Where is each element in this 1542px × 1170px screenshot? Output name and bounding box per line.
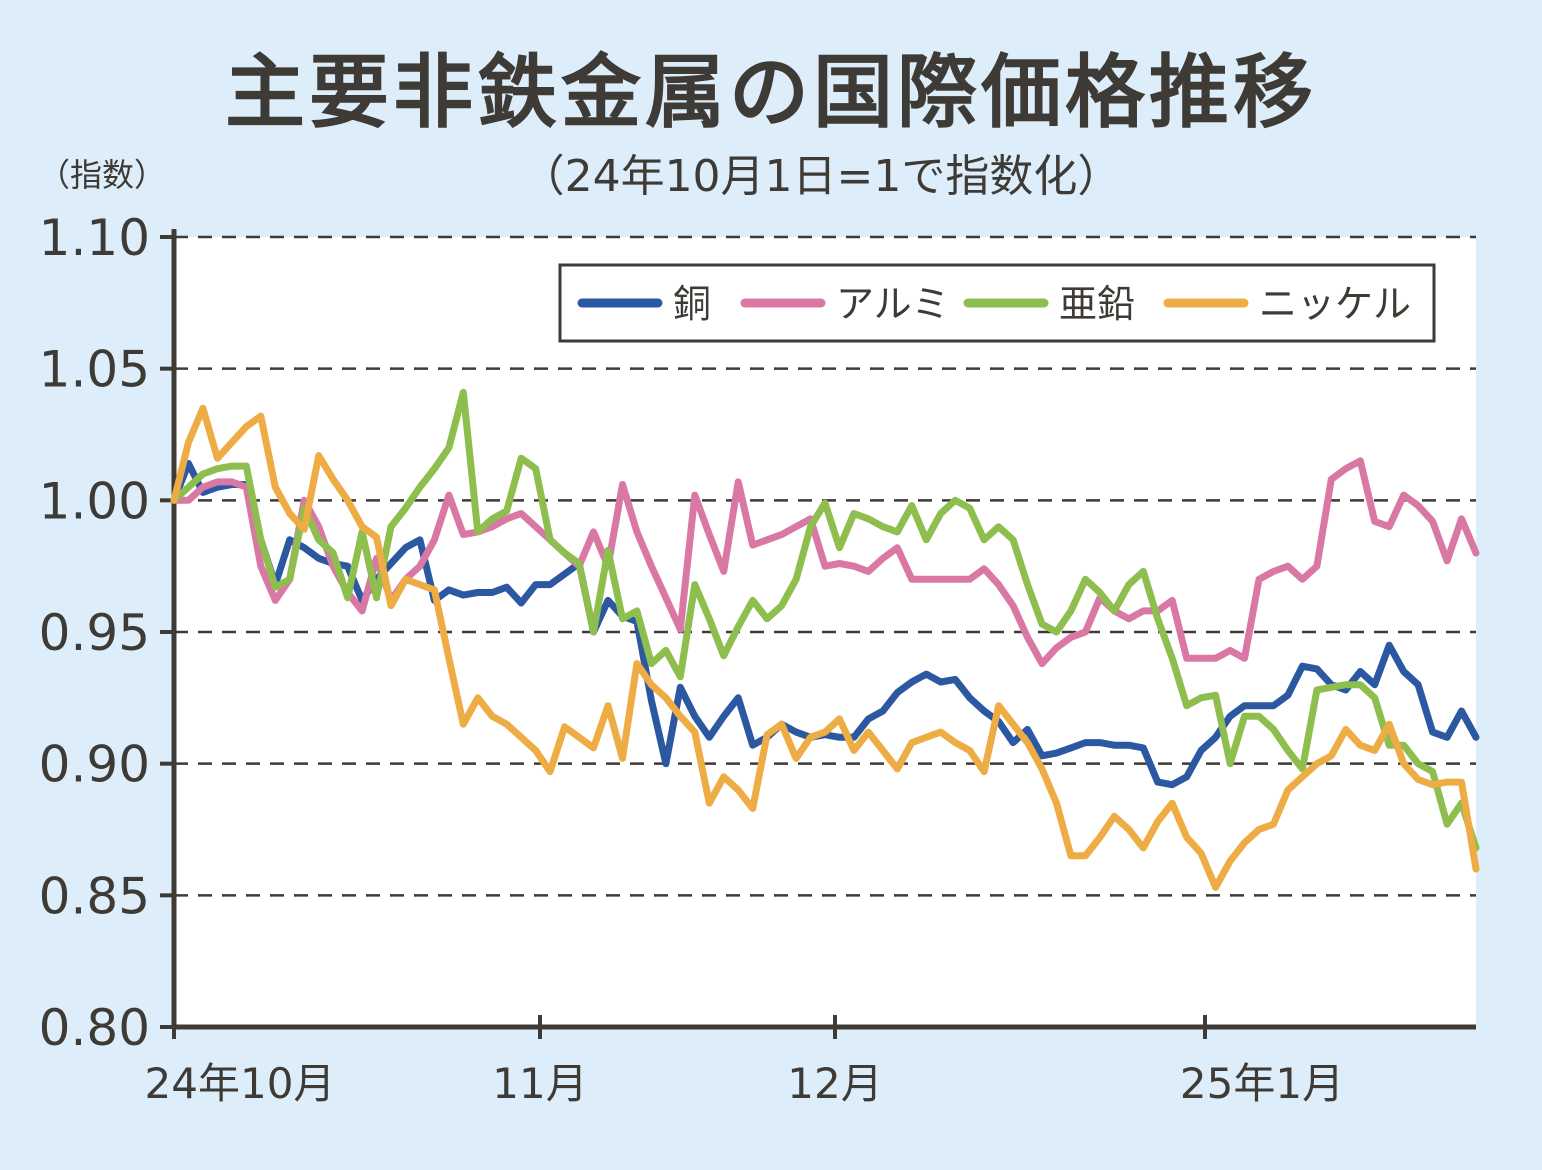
series-line-亜鉛	[170, 388, 1480, 852]
y-tick-label: 1.05	[39, 341, 150, 399]
x-tick-label: 11月	[492, 1059, 587, 1108]
x-tick-label: 24年10月	[145, 1059, 336, 1108]
legend-label: アルミ	[836, 282, 950, 326]
y-tick-label: 0.85	[39, 867, 150, 925]
x-tick-label: 25年1月	[1180, 1059, 1344, 1108]
y-tick-label: 1.00	[39, 472, 150, 530]
legend-label: 銅	[673, 282, 711, 326]
y-axis-unit-label: （指数）	[38, 156, 167, 194]
grid-lines	[174, 235, 1476, 897]
data-series	[170, 388, 1480, 891]
y-tick-label: 0.90	[39, 736, 150, 794]
x-tick-label: 12月	[787, 1059, 882, 1108]
series-line-ニッケル	[170, 404, 1480, 891]
legend-label: ニッケル	[1259, 282, 1411, 326]
y-tick-label: 0.95	[39, 604, 150, 662]
y-tick-label: 0.80	[39, 999, 150, 1057]
legend: 銅 アルミ 亜鉛 ニッケル	[558, 263, 1436, 343]
chart-subtitle: （24年10月1日=1で指数化）	[520, 151, 1122, 202]
chart-title: 主要非鉄金属の国際価格推移	[225, 46, 1317, 139]
axes: 0.80 0.85 0.90 0.95 1.00 1.05 1.10 24年10月 11月 12月…	[39, 209, 1476, 1108]
y-tick-label: 1.10	[39, 209, 150, 267]
legend-label: 亜鉛	[1059, 282, 1135, 326]
